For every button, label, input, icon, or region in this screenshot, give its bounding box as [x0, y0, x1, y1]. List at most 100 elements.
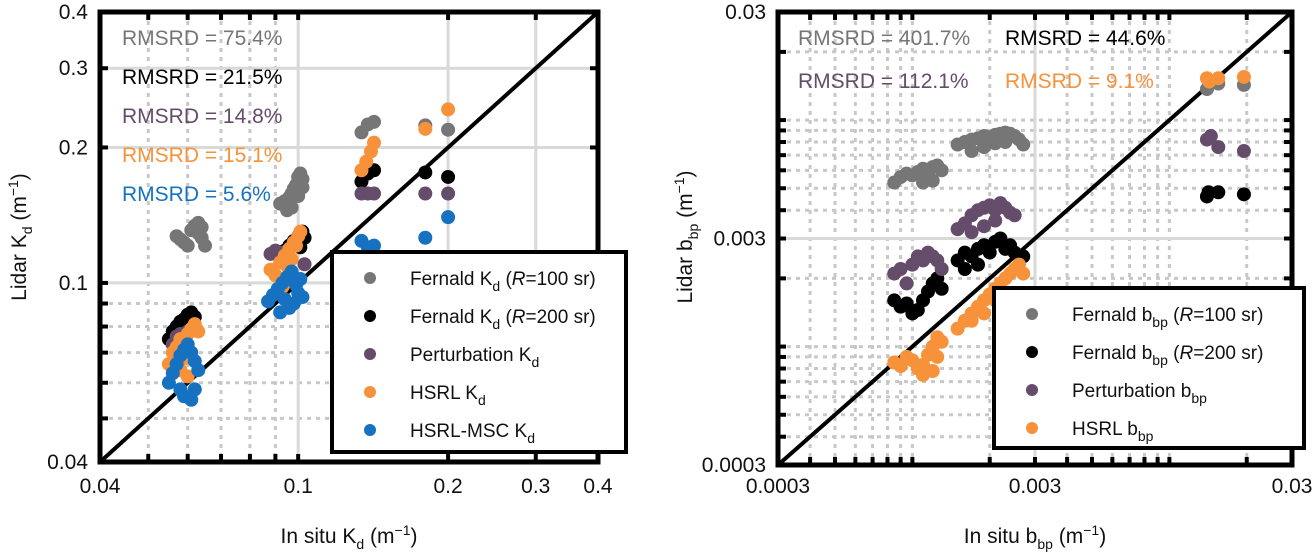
bbp-points	[887, 69, 1251, 382]
data-point	[1211, 140, 1226, 155]
x-axis-title-sub: d	[356, 536, 364, 552]
series-3	[887, 69, 1251, 382]
legend-label-end: =200 sr)	[526, 307, 596, 328]
bbp-axis-titles: In situ bbp (m−1)Lidar bbp (m−1)	[671, 170, 1106, 552]
data-point	[367, 186, 382, 201]
data-point	[441, 169, 456, 184]
x-axis-title-close: )	[410, 525, 417, 548]
data-point	[988, 136, 1003, 151]
x-axis-title: In situ bbp (m−1)	[964, 522, 1106, 552]
legend-label: Perturbation Kd	[410, 345, 539, 370]
y-axis-title: Lidar Kd (m−1)	[5, 173, 35, 301]
kd-annotations: RMSRD = 75.4% RMSRD = 21.5% RMSRD = 14.8% R…	[122, 27, 282, 206]
legend-label-rest: (	[500, 269, 512, 290]
legend-label-main: Perturbation b	[1072, 381, 1191, 402]
y-axis-title: Lidar bbp (m−1)	[671, 170, 701, 303]
y-axis-title-main: Lidar b	[674, 239, 697, 303]
legend-label-main: Fernald K	[410, 269, 493, 290]
y-tick-label: 0.003	[713, 228, 766, 251]
data-point	[441, 210, 456, 225]
legend-marker	[364, 348, 376, 360]
data-point	[934, 262, 949, 277]
data-point	[297, 257, 312, 272]
data-point	[191, 226, 206, 241]
data-point	[934, 163, 949, 178]
data-point	[198, 238, 213, 253]
x-tick-label: 0.2	[433, 475, 462, 498]
x-axis-title-unit: (m	[1053, 525, 1083, 548]
x-axis-title-close: )	[1099, 525, 1106, 548]
legend-label: Fernald bbp (R=100 sr)	[1072, 305, 1263, 330]
legend-label-italic: R	[512, 269, 526, 290]
data-point	[1016, 137, 1031, 152]
data-point	[367, 238, 382, 253]
rmsrd-annotation: RMSRD = 5.6%	[122, 183, 271, 206]
y-tick-label: 0.1	[59, 272, 88, 295]
data-point	[916, 367, 931, 382]
legend-label-sub: d	[492, 316, 500, 332]
x-tick-label: 0.04	[80, 475, 121, 498]
legend-label-italic: R	[1179, 343, 1193, 364]
y-tick-label: 0.2	[59, 136, 88, 159]
y-axis-title-unit: (m	[8, 196, 31, 226]
legend-marker	[1026, 384, 1038, 396]
legend-label-sub: d	[531, 354, 539, 370]
rmsrd-annotation: RMSRD = 401.7%	[798, 27, 970, 50]
series-0	[169, 114, 456, 253]
data-point	[367, 135, 382, 150]
data-point	[988, 213, 1003, 228]
x-axis-title: In situ Kd (m−1)	[281, 522, 418, 552]
data-point	[970, 257, 985, 272]
legend-label-main: Fernald b	[1072, 343, 1152, 364]
legend-label-italic: R	[512, 307, 526, 328]
kd-axis-titles: In situ Kd (m−1)Lidar Kd (m−1)	[5, 173, 417, 552]
legend-label-main: Fernald K	[410, 307, 493, 328]
data-point	[295, 180, 310, 195]
y-axis-title-sup: −1	[671, 177, 687, 193]
data-point	[418, 230, 433, 245]
data-point	[180, 238, 195, 253]
data-point	[441, 186, 456, 201]
data-point	[916, 175, 931, 190]
y-tick-label: 0.4	[59, 1, 89, 24]
y-axis-title-sub: bp	[685, 224, 701, 240]
data-point	[418, 165, 433, 180]
data-point	[1201, 185, 1216, 200]
data-point	[187, 382, 202, 397]
data-point	[964, 225, 979, 240]
legend-box	[992, 286, 1306, 450]
legend-label-sub: bp	[1138, 428, 1154, 444]
data-point	[273, 305, 288, 320]
legend-label-end: =100 sr)	[1193, 305, 1263, 326]
legend-label-main: HSRL-MSC K	[410, 421, 528, 442]
x-tick-label: 0.1	[284, 475, 313, 498]
legend-label-sub: bp	[1152, 352, 1168, 368]
x-axis-title-main: In situ K	[281, 525, 357, 548]
y-axis-title-main: Lidar K	[8, 234, 31, 301]
data-point	[893, 262, 908, 277]
y-axis-title-unit: (m	[674, 193, 697, 223]
data-point	[977, 140, 992, 155]
x-axis-title-main: In situ b	[964, 525, 1038, 548]
data-point	[1007, 208, 1022, 223]
data-point	[957, 262, 972, 277]
data-point	[1236, 187, 1251, 202]
legend-label: Fernald bbp (R=200 sr)	[1072, 343, 1263, 368]
rmsrd-annotation: RMSRD = 15.1%	[122, 144, 282, 167]
y-axis-title-sub: d	[19, 226, 35, 234]
legend-marker	[1026, 308, 1038, 320]
data-point	[1236, 69, 1251, 84]
data-point	[998, 135, 1013, 150]
data-point	[1236, 144, 1251, 159]
legend-marker	[364, 386, 376, 398]
kd-axes-frame	[97, 9, 601, 465]
legend-label-end: =200 sr)	[1193, 343, 1263, 364]
legend-label-rest: (	[500, 307, 512, 328]
x-tick-label: 0.03	[1272, 475, 1313, 498]
data-point	[191, 324, 206, 339]
y-axis-title-sup: −1	[5, 180, 21, 196]
axes-frame	[97, 9, 601, 465]
bbp-legend: Fernald bbp (R=100 sr) Fernald bbp (R=200…	[992, 286, 1306, 450]
legend-label-main: HSRL K	[410, 383, 478, 404]
